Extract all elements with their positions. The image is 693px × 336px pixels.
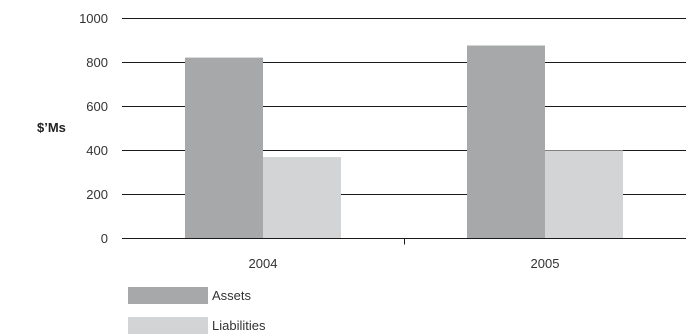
bar-liabilities-2004 [263,157,341,238]
y-tick-label: 800 [86,55,108,70]
y-tick-label: 600 [86,99,108,114]
y-tick-label: 0 [101,231,108,246]
legend-label-liabilities: Liabilities [212,318,266,333]
bar-assets-2004 [185,57,263,238]
legend: Assets Liabilities [128,287,266,334]
bar-liabilities-2005 [545,150,623,238]
y-tick-label: 1000 [79,11,108,26]
legend-swatch-liabilities [128,317,208,334]
x-tick-label: 2005 [531,256,560,271]
y-tick-label: 200 [86,187,108,202]
y-axis-label: $’Ms [37,120,66,135]
bar-assets-2005 [467,45,545,238]
x-tick-label: 2004 [249,256,278,271]
legend-label-assets: Assets [212,288,252,303]
y-tick-label: 400 [86,143,108,158]
y-axis-ticks: 0 200 400 600 800 1000 [79,11,108,246]
legend-swatch-assets [128,287,208,304]
bars [185,45,623,238]
x-axis: 2004 2005 [122,238,686,271]
